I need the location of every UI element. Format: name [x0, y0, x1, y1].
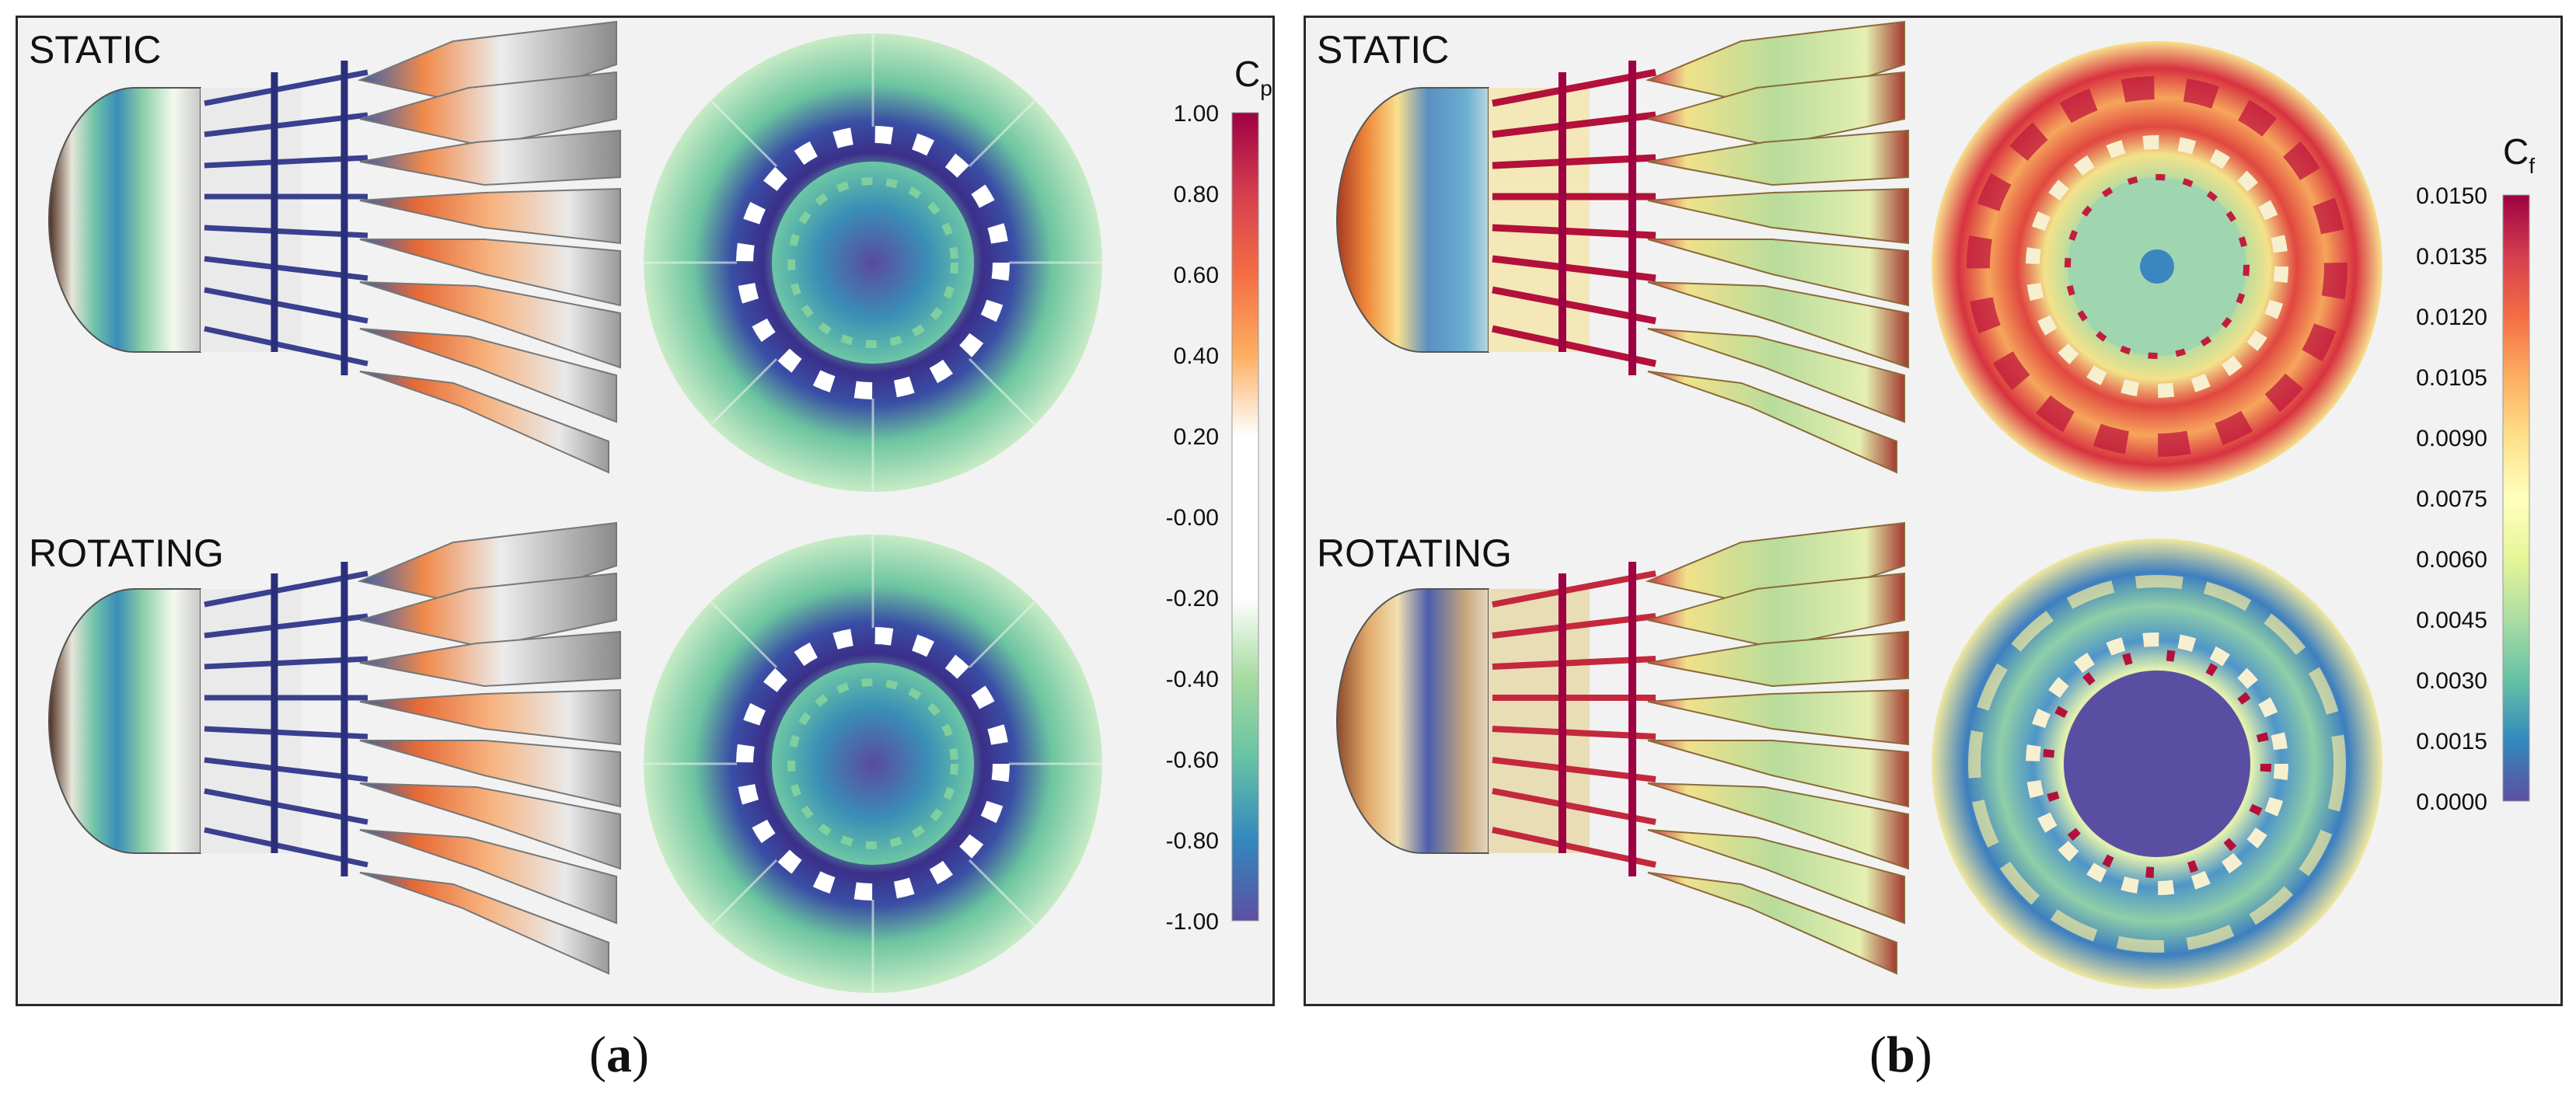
tick-label: -0.60 [1166, 747, 1219, 773]
tick-label: 0.0045 [2416, 608, 2487, 633]
colorbar-cf: Cf 0.0150 0.0135 0.0120 0.0105 0.0090 0.… [2416, 131, 2535, 815]
colorbar-title: Cf [2503, 131, 2535, 178]
caption-a: (a) [589, 1026, 649, 1083]
tick-label: 0.20 [1174, 424, 1219, 450]
tick-label: 0.0015 [2416, 729, 2487, 754]
caption-b: (b) [1869, 1026, 1932, 1083]
colorbar-title: Cp [1234, 54, 1272, 100]
tick-label: 0.0105 [2416, 365, 2487, 391]
shuttlecock-front-static [644, 33, 1102, 492]
panel-a: STATIC ROTATING [16, 16, 1275, 1006]
tick-label: 0.80 [1174, 182, 1219, 207]
tick-label: 0.0120 [2416, 305, 2487, 330]
shuttlecock-side-static [1336, 20, 1909, 474]
shuttlecock-side-rotating [1336, 521, 1909, 975]
panel-b: STATIC ROTATING [1304, 16, 2563, 1006]
tick-label: 0.60 [1174, 263, 1219, 288]
colorbar-cp: Cp 1.00 0.80 0.60 0.40 0.20 -0.00 -0.20 … [1166, 54, 1272, 935]
tick-label: -0.00 [1166, 505, 1219, 531]
shuttlecock-front-rotating [1932, 538, 2382, 989]
tick-label: 0.0000 [2416, 789, 2487, 815]
shuttlecock-front-rotating [644, 535, 1102, 993]
tick-label: 1.00 [1174, 101, 1219, 127]
tick-label: 0.0030 [2416, 668, 2487, 694]
tick-label: -0.20 [1166, 586, 1219, 611]
shuttlecock-front-static [1932, 41, 2382, 492]
tick-label: -0.80 [1166, 828, 1219, 854]
tick-label: 0.40 [1174, 343, 1219, 369]
tick-label: 0.0090 [2416, 426, 2487, 451]
tick-label: -0.40 [1166, 667, 1219, 692]
tick-label: 0.0075 [2416, 486, 2487, 512]
tick-label: 0.0060 [2416, 547, 2487, 573]
tick-label: 0.0150 [2416, 183, 2487, 209]
rotating-label: ROTATING [1317, 531, 1512, 575]
tick-label: -1.00 [1166, 909, 1219, 935]
shuttlecock-side-rotating [48, 521, 621, 975]
static-label: STATIC [1317, 28, 1450, 71]
rotating-label: ROTATING [29, 531, 224, 575]
tick-label: 0.0135 [2416, 244, 2487, 270]
shuttlecock-side-static [48, 20, 621, 474]
static-label: STATIC [29, 28, 162, 71]
